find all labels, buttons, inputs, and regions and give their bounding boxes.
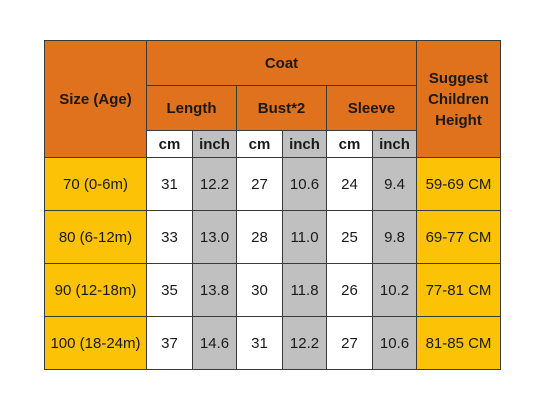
length-cm-cell: 35 [146,263,193,317]
sleeve-inch-cell: 10.6 [372,316,417,370]
bust-header: Bust*2 [236,85,327,131]
size-chart-table: Size (Age) Coat Suggest Children Height … [44,40,501,370]
bust-inch-cell: 11.0 [282,210,327,264]
bust-cm-cell: 31 [236,316,283,370]
sleeve-cm-cell: 26 [326,263,373,317]
bust-inch-cell: 10.6 [282,157,327,211]
sleeve-inch-unit: inch [372,130,417,158]
bust-inch-unit: inch [282,130,327,158]
length-cm-cell: 31 [146,157,193,211]
length-cm-cell: 37 [146,316,193,370]
length-inch-cell: 14.6 [192,316,237,370]
table-row: 90 (12-18m) 35 13.8 30 11.8 26 10.2 77-8… [44,263,501,317]
sleeve-cm-unit: cm [326,130,373,158]
height-cell: 81-85 CM [416,316,501,370]
size-cell: 80 (6-12m) [44,210,147,264]
sleeve-inch-cell: 9.4 [372,157,417,211]
sleeve-header: Sleeve [326,85,417,131]
bust-inch-cell: 12.2 [282,316,327,370]
sleeve-inch-cell: 9.8 [372,210,417,264]
sleeve-inch-cell: 10.2 [372,263,417,317]
table-row: 100 (18-24m) 37 14.6 31 12.2 27 10.6 81-… [44,316,501,370]
length-inch-cell: 13.0 [192,210,237,264]
size-cell: 90 (12-18m) [44,263,147,317]
sleeve-cm-cell: 25 [326,210,373,264]
bust-cm-unit: cm [236,130,283,158]
bust-cm-cell: 28 [236,210,283,264]
length-inch-cell: 13.8 [192,263,237,317]
suggest-height-header: Suggest Children Height [416,40,501,158]
length-inch-unit: inch [192,130,237,158]
table-row: 80 (6-12m) 33 13.0 28 11.0 25 9.8 69-77 … [44,210,501,264]
bust-cm-cell: 30 [236,263,283,317]
bust-inch-cell: 11.8 [282,263,327,317]
sleeve-cm-cell: 24 [326,157,373,211]
length-header: Length [146,85,237,131]
bust-cm-cell: 27 [236,157,283,211]
table-row: 70 (0-6m) 31 12.2 27 10.6 24 9.4 59-69 C… [44,157,501,211]
height-cell: 69-77 CM [416,210,501,264]
length-cm-cell: 33 [146,210,193,264]
length-cm-unit: cm [146,130,193,158]
size-cell: 100 (18-24m) [44,316,147,370]
coat-header: Coat [146,40,417,86]
length-inch-cell: 12.2 [192,157,237,211]
size-age-header: Size (Age) [44,40,147,158]
height-cell: 77-81 CM [416,263,501,317]
height-cell: 59-69 CM [416,157,501,211]
size-cell: 70 (0-6m) [44,157,147,211]
sleeve-cm-cell: 27 [326,316,373,370]
